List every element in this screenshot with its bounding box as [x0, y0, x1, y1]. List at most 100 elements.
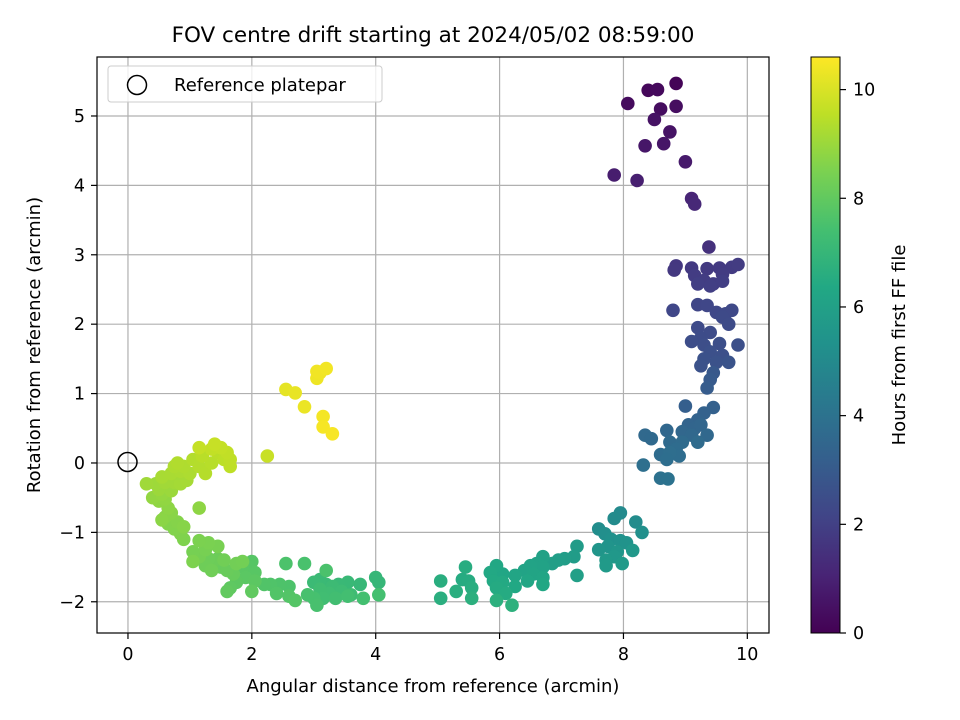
- data-point: [372, 588, 386, 602]
- data-point: [288, 386, 303, 400]
- colorbar-tick-label: 8: [853, 189, 864, 209]
- data-point: [207, 437, 222, 452]
- data-point: [245, 584, 259, 599]
- data-point: [691, 435, 705, 450]
- data-point: [520, 574, 535, 588]
- data-point: [139, 477, 154, 491]
- colorbar-tick-label: 10: [853, 81, 875, 101]
- data-point: [325, 427, 340, 441]
- x-tick-label: 8: [618, 645, 629, 665]
- y-tick-label: 4: [74, 176, 85, 196]
- data-point: [700, 261, 714, 276]
- data-point: [700, 298, 714, 313]
- data-point: [316, 420, 330, 434]
- data-point: [678, 155, 693, 169]
- data-point: [433, 591, 448, 606]
- data-point: [663, 125, 677, 139]
- colorbar-tick-label: 4: [853, 407, 864, 427]
- data-point: [279, 556, 293, 571]
- data-point: [691, 320, 705, 335]
- data-point: [341, 589, 355, 603]
- data-point: [192, 501, 206, 515]
- x-tick-label: 4: [370, 645, 381, 665]
- data-point: [489, 593, 504, 608]
- legend-entry: Reference platepar: [174, 75, 346, 96]
- legend-box: [107, 65, 383, 103]
- data-point: [204, 563, 219, 578]
- data-point: [458, 560, 473, 574]
- data-point: [464, 591, 479, 606]
- data-point: [220, 584, 234, 599]
- data-point: [300, 588, 315, 602]
- data-point: [650, 82, 665, 97]
- data-point: [170, 456, 185, 470]
- data-point: [235, 554, 250, 569]
- data-point: [220, 563, 234, 578]
- data-point: [709, 355, 724, 370]
- reference-platepar-marker: [117, 451, 138, 473]
- data-point: [217, 553, 231, 567]
- colorbar-tick-label: 2: [853, 515, 864, 535]
- data-point: [669, 99, 683, 114]
- data-point: [192, 533, 206, 548]
- legend-marker: [126, 74, 148, 96]
- colorbar-tick-label: 0: [853, 624, 864, 644]
- data-point: [630, 173, 644, 188]
- data-point: [669, 76, 683, 91]
- colorbar-tick-label: 6: [853, 298, 864, 318]
- y-tick-label: 2: [74, 315, 85, 335]
- data-point: [319, 361, 334, 376]
- data-point: [635, 525, 649, 540]
- y-tick-label: 1: [74, 385, 85, 405]
- data-point: [288, 593, 303, 608]
- data-point: [536, 560, 550, 574]
- x-axis-label: Angular distance from reference (arcmin): [247, 676, 620, 697]
- data-point: [599, 558, 613, 573]
- y-tick-label: −2: [59, 593, 85, 613]
- data-point: [667, 263, 681, 277]
- x-tick-label: 10: [736, 645, 758, 665]
- data-point: [700, 381, 714, 395]
- colorbar-label: Hours from first FF file: [889, 245, 910, 446]
- y-axis-label: Rotation from reference (arcmin): [24, 197, 45, 493]
- data-point: [570, 539, 584, 554]
- data-point: [660, 452, 674, 467]
- data-point: [712, 336, 727, 351]
- data-points: [139, 76, 745, 612]
- data-point: [687, 197, 702, 211]
- data-point: [353, 577, 368, 592]
- data-point: [269, 586, 284, 601]
- data-point: [297, 556, 312, 571]
- data-point: [721, 317, 736, 332]
- colorbar-gradient: [810, 56, 841, 634]
- data-point: [316, 409, 330, 424]
- data-point: [198, 466, 213, 481]
- y-tick-label: 0: [74, 454, 85, 474]
- data-point: [607, 511, 621, 526]
- colorbar-ticks: 0 2 4 6 8 10: [840, 81, 875, 644]
- data-point: [464, 581, 479, 595]
- data-point: [647, 112, 662, 127]
- y-tick-label: −1: [59, 523, 85, 543]
- data-point: [694, 418, 708, 432]
- data-point: [629, 515, 643, 529]
- data-point: [638, 139, 652, 153]
- data-point: [725, 303, 739, 318]
- data-point: [328, 591, 343, 606]
- data-point: [356, 591, 371, 606]
- data-point: [731, 257, 745, 272]
- data-point: [678, 399, 693, 413]
- data-point: [656, 136, 671, 151]
- x-tick-label: 6: [494, 645, 505, 665]
- data-point: [570, 568, 584, 583]
- data-point: [615, 556, 629, 571]
- data-point: [176, 520, 191, 534]
- data-point: [319, 563, 334, 578]
- x-tick-label: 0: [122, 645, 133, 665]
- data-point: [186, 545, 200, 559]
- data-point: [644, 431, 659, 446]
- data-point: [721, 355, 736, 370]
- y-tick-label: 5: [74, 107, 85, 127]
- legend: Reference platepar: [107, 65, 383, 103]
